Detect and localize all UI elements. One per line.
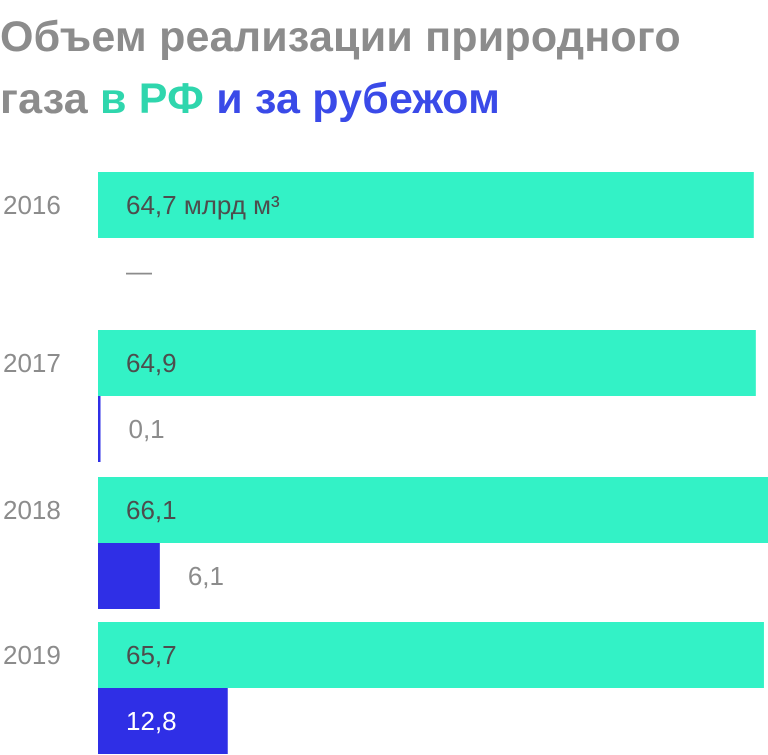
- year-label: 2018: [3, 495, 61, 525]
- bar-domestic: [98, 622, 764, 688]
- year-label: 2019: [3, 640, 61, 670]
- bar-domestic-label: 66,1: [126, 495, 177, 525]
- title-highlight-domestic: в РФ: [100, 75, 205, 123]
- bar-domestic: [98, 477, 768, 543]
- bar-domestic-label: 65,7: [126, 640, 177, 670]
- chart-title: Объем реализации природного газа в РФ и з…: [0, 6, 760, 130]
- bar-domestic: [98, 330, 756, 396]
- bar-abroad: [98, 688, 228, 754]
- bar-domestic-label: 64,9: [126, 348, 177, 378]
- title-highlight-abroad: и за рубежом: [216, 75, 501, 123]
- bar-abroad: [98, 543, 160, 609]
- bar-abroad: [98, 396, 101, 462]
- bar-abroad-label: 12,8: [126, 706, 177, 736]
- bar-abroad-label: 6,1: [188, 561, 224, 591]
- title-line-2: газа: [0, 75, 88, 123]
- year-label: 2017: [3, 348, 61, 378]
- year-label: 2016: [3, 190, 61, 220]
- bar-domestic-label: 64,7 млрд м³: [126, 190, 280, 220]
- title-line-1: Объем реализации природного: [0, 13, 681, 61]
- bar-abroad-label: 0,1: [129, 414, 165, 444]
- bar-domestic: [98, 172, 754, 238]
- bar-abroad-label: —: [126, 256, 152, 286]
